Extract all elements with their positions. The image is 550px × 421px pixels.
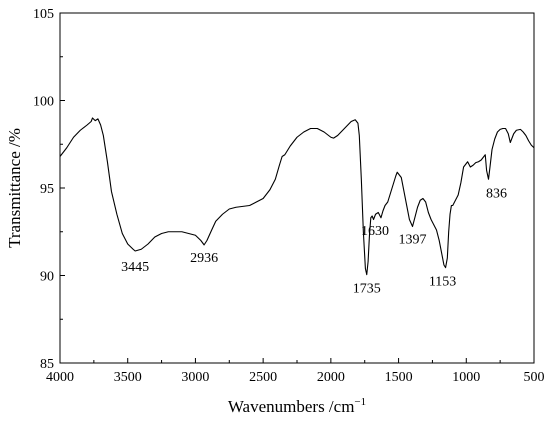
y-axis-title: Transmittance /% [5,128,24,248]
peak-label-3445: 3445 [121,260,149,275]
peak-label-1735: 1735 [353,282,381,297]
y-tick-label: 105 [33,7,54,22]
x-tick-label: 2500 [249,370,277,385]
peak-label-1153: 1153 [429,275,456,290]
x-tick-label: 500 [524,370,545,385]
peak-label-1630: 1630 [361,224,389,239]
x-tick-label: 4000 [46,370,74,385]
x-tick-label: 3500 [114,370,142,385]
x-tick-label: 2000 [317,370,345,385]
y-tick-label: 95 [40,182,54,197]
x-axis-title-superscript: −1 [354,396,366,408]
y-tick-label: 85 [40,357,54,372]
y-tick-label: 90 [40,270,54,285]
peak-label-2936: 2936 [190,251,218,266]
peak-annotations: 3445 2936 1735 1630 1397 1153 836 [121,186,507,296]
x-axis-title: Wavenumbers /cm−1 [228,396,366,416]
y-tick-label: 100 [33,95,54,110]
y-axis: 85 90 95 100 105 [33,7,65,372]
plot-frame [59,12,535,364]
x-tick-label: 3000 [181,370,209,385]
x-axis: 4000 3500 3000 2500 2000 1500 1000 500 [46,358,545,385]
peak-label-836: 836 [486,186,507,201]
peak-label-1397: 1397 [399,233,427,248]
x-tick-label: 1000 [452,370,480,385]
x-axis-title-text: Wavenumbers /cm [228,397,355,416]
x-tick-label: 1500 [385,370,413,385]
series-line [59,117,535,276]
